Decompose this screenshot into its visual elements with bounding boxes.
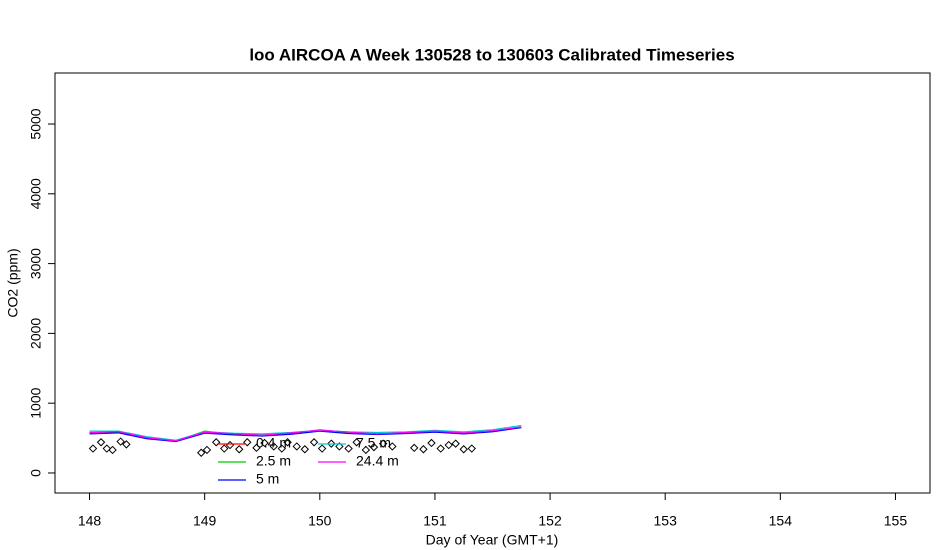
data-point [317,444,327,453]
data-point [235,445,244,454]
data-point [202,445,212,455]
data-point [269,442,278,451]
data-point [419,445,428,454]
data-point [459,445,468,454]
data-point [369,442,379,452]
y-tick-label: 1000 [28,387,44,418]
x-axis-label: Day of Year (GMT+1) [426,532,559,548]
data-point [444,440,453,450]
y-axis-label: CO2 (ppm) [5,248,21,317]
y-tick-label: 2000 [28,318,44,349]
data-point [220,444,229,453]
chart-title: loo AIRCOA A Week 130528 to 130603 Calib… [249,45,734,64]
legend-label: 2.5 m [256,453,291,469]
data-point [102,444,112,453]
data-point [108,445,117,455]
data-point [378,439,388,448]
x-tick-label: 153 [654,513,678,529]
data-point [96,438,106,447]
x-tick-label: 148 [78,513,102,529]
data-point [88,444,98,453]
y-tick-label: 3000 [28,248,44,279]
data-point [427,438,436,448]
data-point [197,448,206,457]
y-tick-label: 0 [28,469,44,477]
y-tick-label: 4000 [28,178,44,209]
data-point [292,442,301,451]
legend-label: 0.4 m [256,435,291,451]
legend-label: 24.4 m [356,453,399,469]
legend-label: 7.5 m [356,435,391,451]
data-point [283,438,292,447]
data-point [344,444,353,453]
data-point [211,438,221,447]
x-tick-label: 149 [193,513,217,529]
data-point [361,445,371,455]
data-point [352,438,361,447]
data-point [436,444,445,453]
data-point [388,442,397,451]
data-point [277,444,287,453]
data-point [451,439,460,448]
legend-label: 5 m [256,471,279,487]
data-point [327,439,336,448]
data-point [335,442,344,451]
x-tick-label: 150 [308,513,332,529]
data-point [116,437,125,446]
data-point [410,443,419,453]
data-point [309,438,319,447]
data-point [243,438,252,447]
data-point [467,444,476,453]
data-point [300,445,310,454]
data-point [122,440,131,449]
x-tick-label: 152 [538,513,562,529]
data-point [260,438,269,448]
data-line [89,426,522,442]
y-tick-label: 5000 [28,108,44,139]
data-line [89,427,522,443]
data-point [225,440,235,450]
x-tick-label: 154 [769,513,793,529]
x-tick-label: 151 [423,513,447,529]
x-tick-label: 155 [884,513,908,529]
data-point [252,443,261,453]
